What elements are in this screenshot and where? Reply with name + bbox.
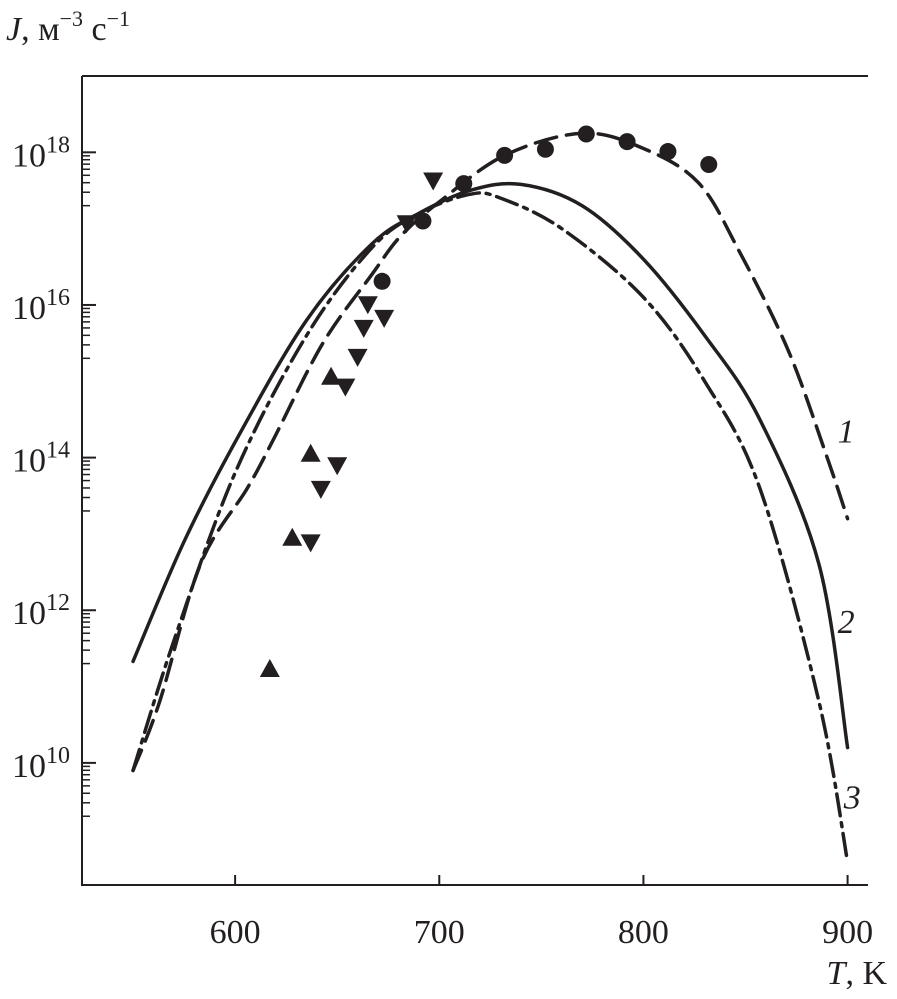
y-axis-unit: , м — [21, 11, 60, 48]
data-point-triangle-up — [300, 443, 321, 462]
data-point-circle — [496, 146, 514, 164]
y-tick-exp: 16 — [46, 285, 70, 311]
y-axis-unit2: с — [83, 11, 107, 48]
data-point-triangle-down — [353, 319, 374, 338]
axes-frame — [81, 76, 868, 886]
data-point-circle — [659, 143, 677, 161]
data-point-triangle-up — [282, 527, 303, 546]
data-point-circle — [455, 175, 473, 193]
data-point-triangle-up — [259, 659, 280, 678]
y-tick-exp: 14 — [46, 438, 70, 464]
data-point-triangle-down — [357, 296, 378, 315]
data-point-circle — [700, 156, 718, 174]
data-point-circle — [373, 272, 391, 290]
y-axis-title: J, м−3 с−1 — [6, 6, 130, 49]
x-tick-label: 800 — [618, 914, 669, 951]
curve-3 — [131, 191, 850, 864]
data-point-triangle-down — [300, 534, 321, 553]
y-axis-symbol: J — [6, 11, 22, 48]
data-point-triangle-down — [310, 480, 331, 499]
curve-label: 1 — [838, 413, 855, 450]
curve-label: 3 — [843, 780, 861, 817]
y-tick-base: 10 — [12, 748, 46, 785]
curve-2 — [131, 181, 850, 750]
curve-1 — [131, 131, 850, 773]
y-axis-exp1: −3 — [59, 6, 84, 31]
y-tick-exp: 10 — [46, 743, 70, 769]
x-tick-label: 600 — [210, 914, 261, 951]
y-tick-label: 1018 — [12, 132, 70, 174]
data-point-triangle-down — [396, 215, 417, 234]
y-tick-base: 10 — [12, 443, 46, 480]
y-tick-label: 1014 — [12, 438, 70, 480]
data-point-triangle-up — [321, 366, 342, 385]
x-axis-symbol: T — [826, 955, 846, 992]
data-point-circle — [536, 140, 554, 158]
y-tick-base: 10 — [12, 137, 46, 174]
x-axis-unit: , K — [845, 955, 887, 992]
data-point-triangle-down — [423, 172, 444, 191]
data-point-circle — [414, 212, 432, 230]
data-point-triangle-down — [327, 457, 348, 476]
y-axis-exp2: −1 — [106, 6, 131, 31]
x-tick-label: 900 — [822, 914, 873, 951]
data-point-triangle-down — [374, 309, 395, 328]
y-tick-base: 10 — [12, 290, 46, 327]
data-point-circle — [618, 133, 636, 151]
y-tick-base: 10 — [12, 595, 46, 632]
data-point-triangle-down — [347, 348, 368, 367]
x-axis-title: T, K — [827, 955, 887, 993]
y-tick-label: 1016 — [12, 285, 70, 327]
y-tick-label: 1010 — [12, 743, 70, 785]
y-tick-exp: 12 — [46, 590, 70, 616]
y-tick-label: 1012 — [12, 590, 70, 632]
curve-label: 2 — [838, 604, 855, 641]
x-tick-label: 700 — [414, 914, 465, 951]
data-point-triangle-down — [335, 378, 356, 397]
y-tick-exp: 18 — [46, 132, 70, 158]
data-point-circle — [577, 125, 595, 143]
